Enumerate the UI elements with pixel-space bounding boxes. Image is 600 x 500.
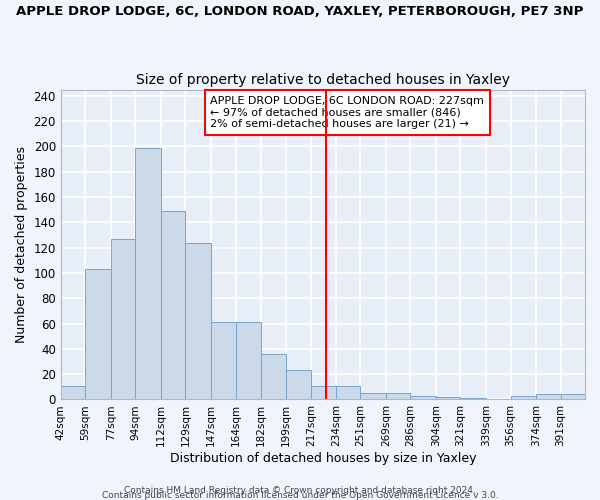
Bar (511, 396, 536, 400)
Text: Contains public sector information licensed under the Open Government Licence v : Contains public sector information licen… (101, 490, 499, 500)
X-axis label: Distribution of detached houses by size in Yaxley: Distribution of detached houses by size … (170, 452, 476, 465)
Bar (286, 370, 311, 400)
Bar (460, 398, 486, 400)
Bar (360, 393, 386, 400)
Bar (336, 386, 360, 400)
Bar (386, 393, 410, 400)
Y-axis label: Number of detached properties: Number of detached properties (15, 146, 28, 343)
Bar (85, 269, 111, 400)
Bar (111, 239, 135, 400)
Bar (436, 397, 460, 400)
Text: APPLE DROP LODGE, 6C LONDON ROAD: 227sqm
← 97% of detached houses are smaller (8: APPLE DROP LODGE, 6C LONDON ROAD: 227sqm… (210, 96, 484, 129)
Text: Contains HM Land Registry data © Crown copyright and database right 2024.: Contains HM Land Registry data © Crown c… (124, 486, 476, 495)
Text: APPLE DROP LODGE, 6C, LONDON ROAD, YAXLEY, PETERBOROUGH, PE7 3NP: APPLE DROP LODGE, 6C, LONDON ROAD, YAXLE… (16, 5, 584, 18)
Bar (560, 394, 585, 400)
Bar (262, 354, 286, 400)
Bar (410, 396, 436, 400)
Bar (61, 386, 85, 400)
Bar (211, 322, 236, 400)
Bar (536, 394, 560, 400)
Bar (135, 148, 161, 400)
Bar (311, 386, 336, 400)
Title: Size of property relative to detached houses in Yaxley: Size of property relative to detached ho… (136, 73, 510, 87)
Bar (161, 211, 185, 400)
Bar (185, 242, 211, 400)
Bar (236, 322, 262, 400)
